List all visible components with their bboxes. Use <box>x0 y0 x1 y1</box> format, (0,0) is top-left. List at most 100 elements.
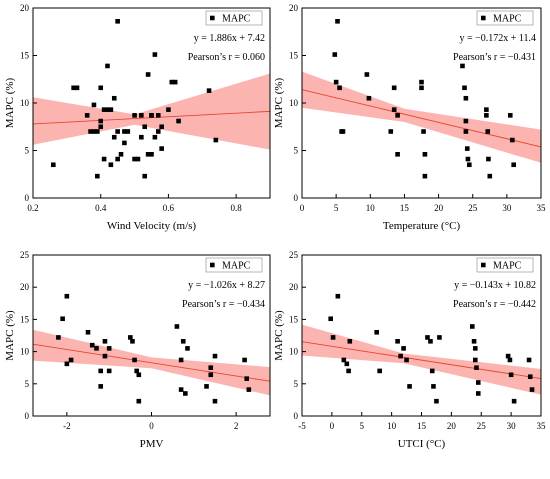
data-point <box>341 357 347 363</box>
data-point <box>484 107 489 112</box>
data-point <box>344 361 350 367</box>
legend-box <box>476 10 534 26</box>
y-tick-label: 15 <box>20 51 30 61</box>
regression-line <box>32 343 271 382</box>
data-point <box>105 107 110 112</box>
x-tick-label: 20 <box>434 203 444 213</box>
data-point <box>91 129 97 134</box>
data-point <box>332 52 338 57</box>
data-point <box>68 357 74 363</box>
data-point <box>337 85 342 91</box>
data-point <box>510 137 515 143</box>
x-tick-label: 30 <box>507 421 517 431</box>
regression-equation: y = −0.143x + 10.82 <box>454 280 536 291</box>
data-point <box>89 342 95 348</box>
data-point <box>155 113 161 118</box>
data-point <box>128 335 133 340</box>
data-point <box>463 118 469 124</box>
data-point <box>101 107 107 112</box>
y-tick-label: 25 <box>20 250 30 260</box>
legend-box <box>205 10 263 26</box>
data-point <box>463 95 469 101</box>
data-point <box>145 152 151 157</box>
chart-panel-top-right: 0 5 10 15 20 25 30 35 0 5 10 15 20 Temperature (°C) MA… <box>273 3 546 232</box>
data-point <box>88 129 93 134</box>
data-point <box>429 368 435 374</box>
y-tick-label: 15 <box>289 314 299 324</box>
x-tick-label: 10 <box>366 203 376 213</box>
data-point <box>475 391 481 396</box>
data-point <box>102 353 108 359</box>
data-point <box>115 156 120 162</box>
data-point <box>98 124 104 130</box>
data-point <box>508 372 514 378</box>
data-point <box>469 324 475 329</box>
data-point <box>98 384 104 389</box>
legend-box <box>476 257 534 273</box>
data-point <box>333 79 339 85</box>
data-point <box>122 140 127 146</box>
data-point <box>422 173 428 179</box>
regression-line <box>301 341 542 379</box>
data-point <box>98 118 104 124</box>
data-point <box>139 113 144 118</box>
pearson-coefficient: Pearson’s r = −0.434 <box>182 299 265 310</box>
data-point <box>101 156 107 162</box>
data-point <box>391 107 397 112</box>
data-point <box>434 398 439 404</box>
data-point <box>95 129 100 134</box>
data-point <box>395 152 400 157</box>
data-point <box>183 391 188 396</box>
data-point <box>108 162 114 168</box>
x-tick-label: 25 <box>477 421 487 431</box>
y-axis-label: MAPC (%) <box>4 310 16 361</box>
data-point <box>246 387 252 392</box>
data-point <box>463 129 469 134</box>
x-tick-label: 5 <box>334 203 339 213</box>
confidence-band <box>302 324 541 395</box>
regression-equation: y = −1.026x + 8.27 <box>188 280 265 291</box>
confidence-band <box>302 71 541 163</box>
data-point <box>328 316 333 322</box>
data-point <box>507 357 513 363</box>
x-tick-label: 0 <box>300 203 305 213</box>
data-point <box>425 335 430 340</box>
data-point <box>391 85 397 91</box>
y-tick-label: 20 <box>20 3 30 13</box>
data-point <box>422 152 428 157</box>
data-point <box>485 129 491 134</box>
x-axis-label: Wind Velocity (m/s) <box>107 220 197 232</box>
data-point <box>159 146 164 151</box>
legend-label: MAPC <box>493 261 522 272</box>
x-tick-label: 0.6 <box>163 203 175 213</box>
x-tick-label: 0.8 <box>231 203 243 213</box>
y-tick-label: 10 <box>289 347 299 357</box>
data-point <box>464 146 470 151</box>
data-point <box>486 156 491 162</box>
data-point <box>208 365 214 370</box>
data-point <box>122 129 127 134</box>
data-point <box>145 72 151 77</box>
x-tick-label: 2 <box>234 421 239 431</box>
x-tick-label: 15 <box>417 421 427 431</box>
y-tick-label: 5 <box>294 379 299 389</box>
y-tick-label: 20 <box>289 282 299 292</box>
x-tick-label: 35 <box>537 421 547 431</box>
data-point <box>155 129 161 134</box>
y-tick-label: 5 <box>294 146 299 156</box>
data-point <box>471 338 477 344</box>
data-point <box>462 85 467 91</box>
x-tick-label: 10 <box>387 421 397 431</box>
y-tick-label: 0 <box>294 193 299 203</box>
x-tick-label: 5 <box>360 421 365 431</box>
data-point <box>407 384 412 389</box>
legend-marker <box>481 262 486 268</box>
legend-marker <box>210 15 215 21</box>
data-point <box>401 346 406 351</box>
data-point <box>132 357 137 363</box>
data-point <box>174 324 180 329</box>
data-point <box>529 387 535 392</box>
data-point <box>330 335 336 340</box>
